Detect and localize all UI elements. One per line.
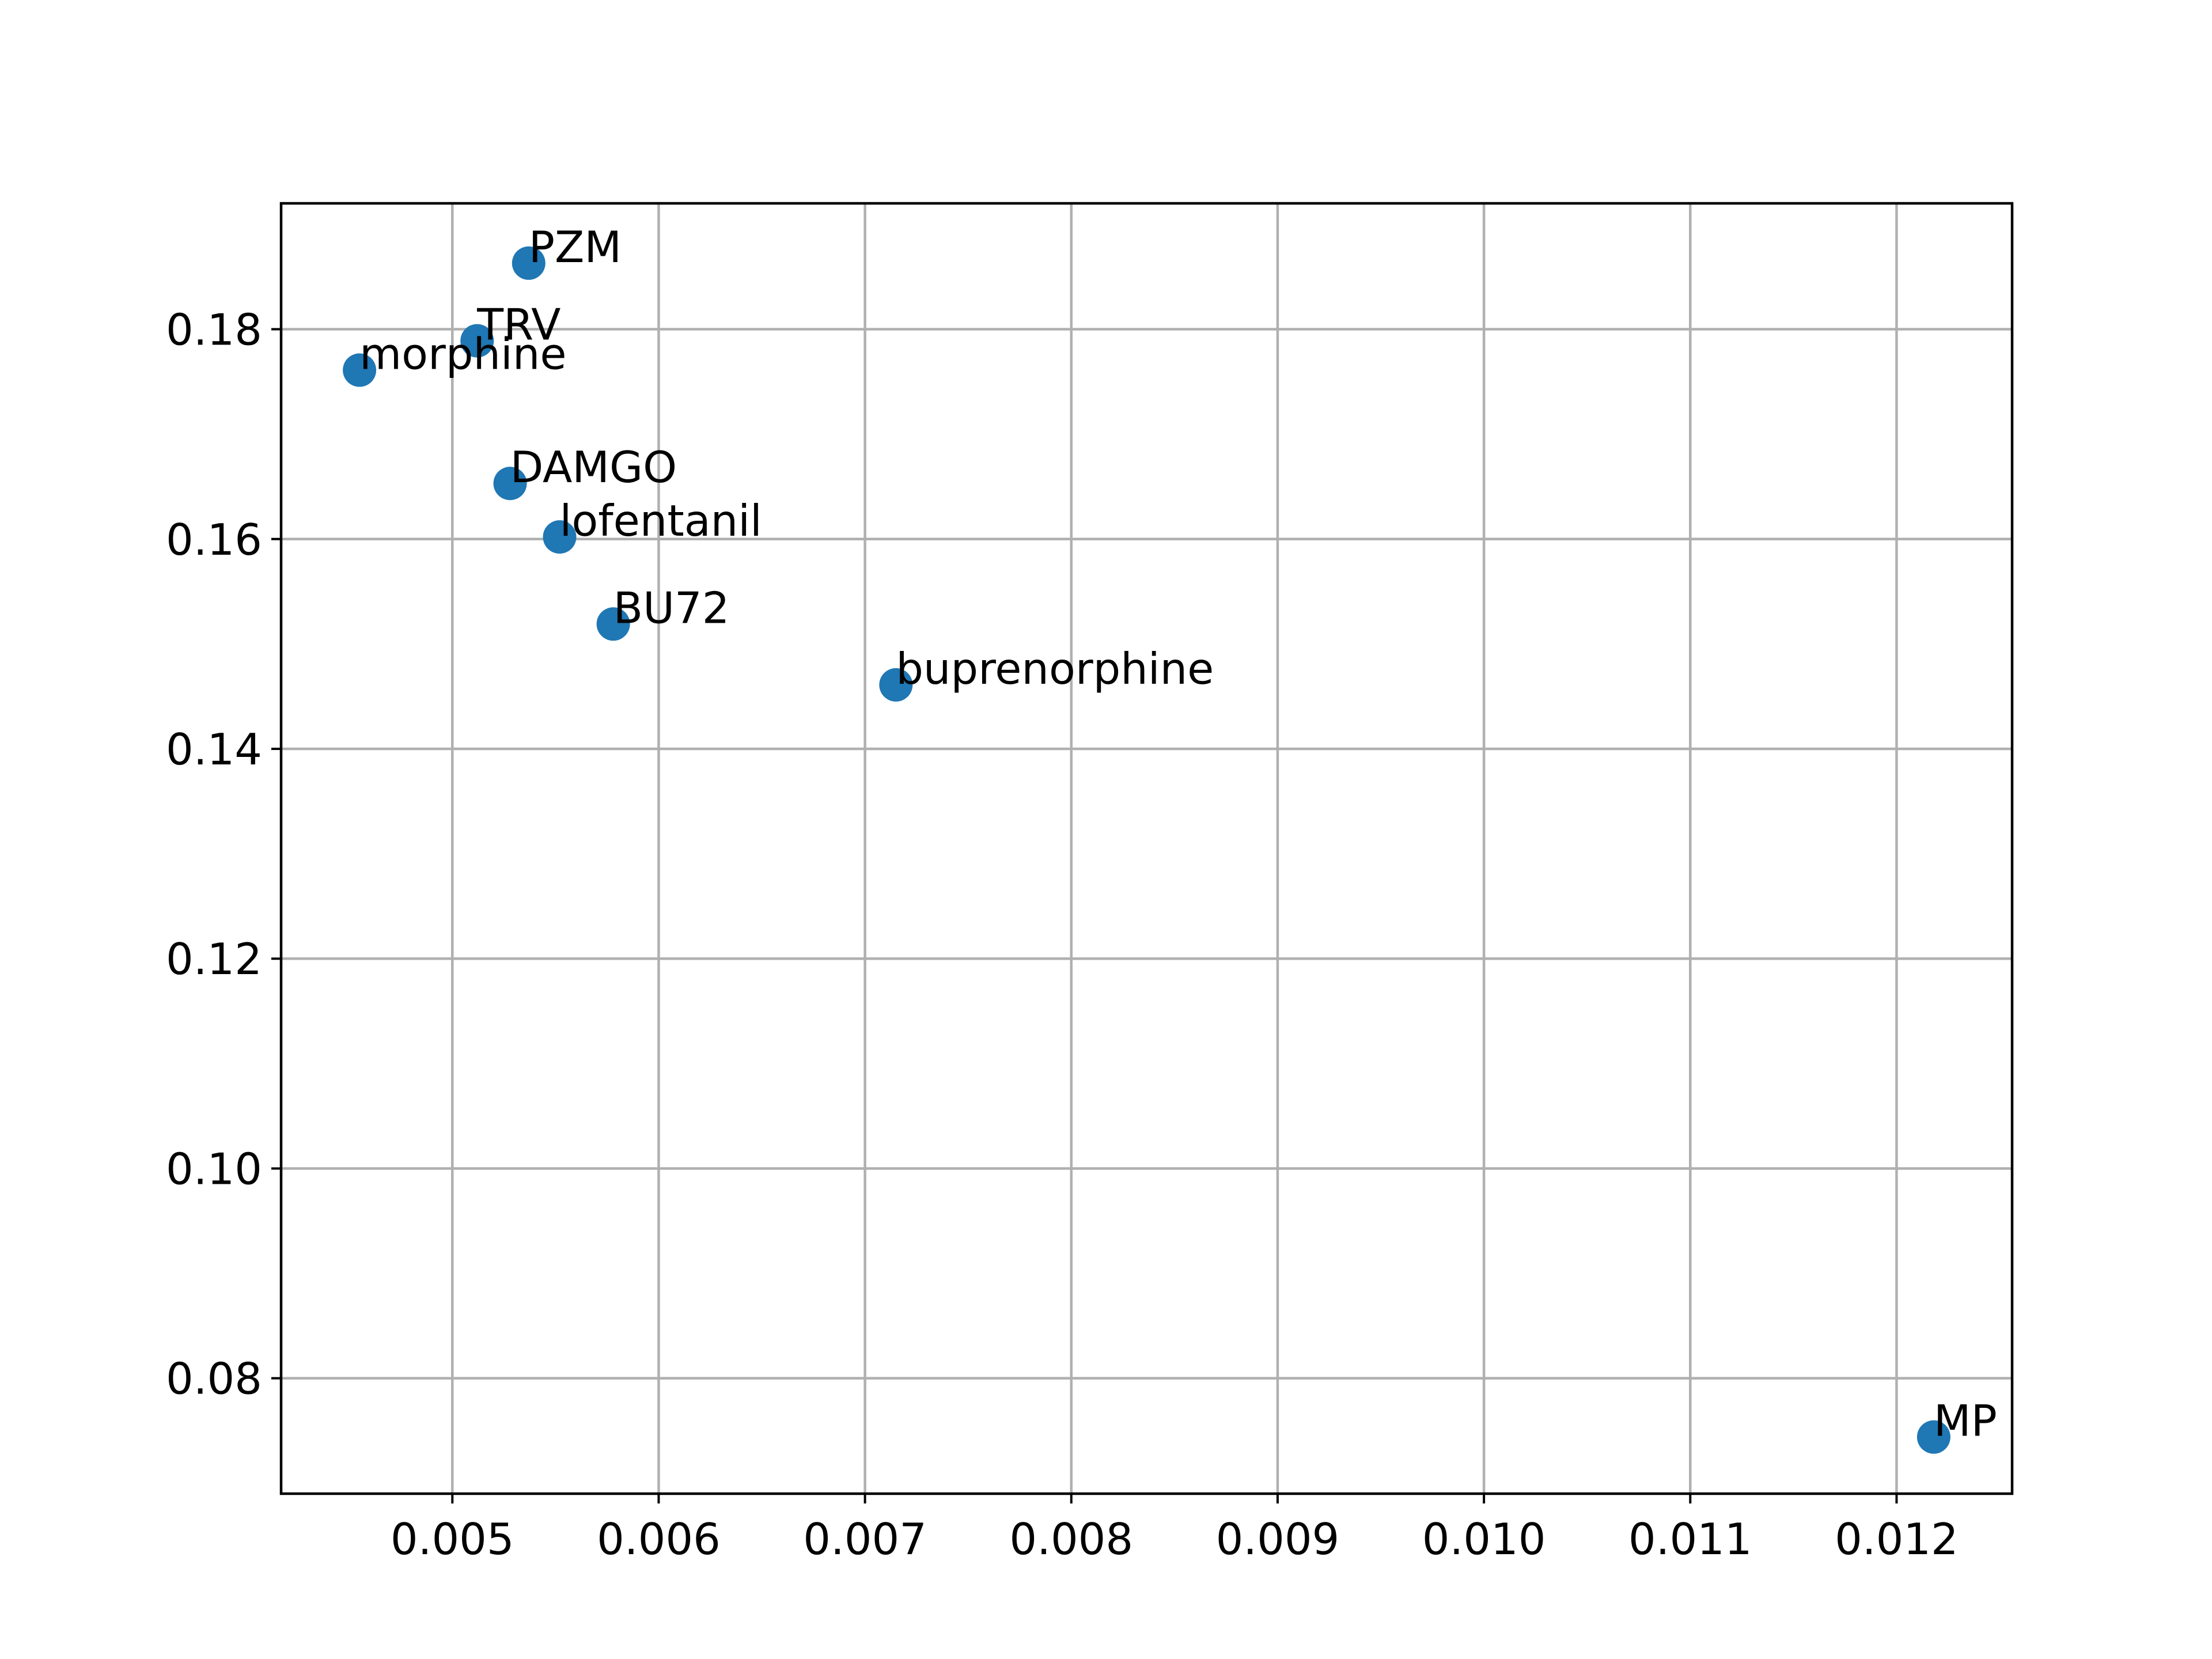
x-tick-label: 0.011 [1628,1514,1752,1565]
y-tick-label: 0.08 [166,1354,262,1404]
plot-frame [279,202,2014,1495]
data-point [596,607,630,641]
x-tick-label: 0.008 [1009,1514,1133,1565]
x-axis: 0.005 0.006 0.007 0.008 0.009 0.010 0.011 0.012 [391,1494,1959,1565]
point-label: buprenorphine [896,643,1214,694]
y-axis: 0.08 0.10 0.12 0.14 0.16 0.18 [166,305,281,1404]
data-point [1916,1420,1950,1454]
y-tick-label: 0.16 [166,514,262,565]
y-tick-label: 0.18 [166,305,262,355]
x-tick-label: 0.005 [391,1514,514,1565]
grid [281,203,2012,1494]
x-tick-label: 0.010 [1422,1514,1546,1565]
point-label: BU72 [613,582,730,633]
x-tick-label: 0.012 [1835,1514,1959,1565]
y-tick-label: 0.10 [166,1143,262,1194]
y-tick-label: 0.12 [166,934,262,984]
x-tick-label: 0.006 [597,1514,721,1565]
data-points [343,246,1950,1454]
data-point [512,246,546,280]
data-point [879,668,913,702]
point-label: lofentanil [560,495,762,546]
point-label: TRV [476,300,560,350]
x-tick-label: 0.007 [803,1514,927,1565]
y-tick-label: 0.14 [166,724,262,775]
data-point [460,324,494,358]
x-tick-label: 0.009 [1216,1514,1340,1565]
point-label: morphine [359,329,566,380]
point-label: MP [1934,1396,1997,1446]
point-label: PZM [529,222,622,272]
data-point [343,353,377,387]
data-point [543,520,577,554]
data-point [493,467,527,501]
point-label: DAMGO [510,442,677,493]
